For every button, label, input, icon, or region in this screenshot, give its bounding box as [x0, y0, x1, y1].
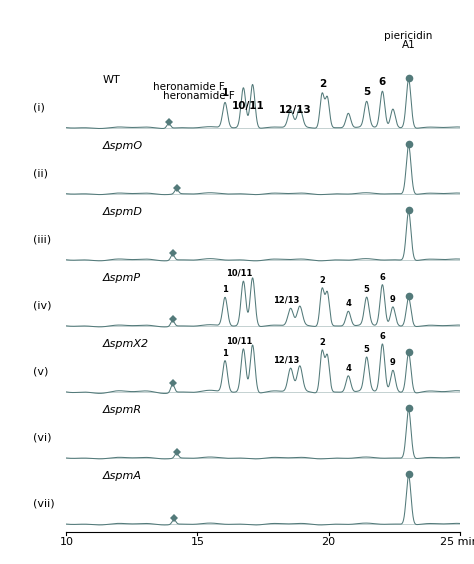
Text: WT: WT [103, 75, 121, 85]
Text: (v): (v) [33, 367, 48, 377]
Text: A1: A1 [402, 40, 416, 50]
Text: 6: 6 [380, 273, 385, 282]
Text: ΔspmX2: ΔspmX2 [103, 339, 149, 349]
Text: 10/11: 10/11 [226, 336, 253, 345]
Text: ΔspmD: ΔspmD [103, 207, 143, 217]
Text: (iv): (iv) [33, 301, 51, 311]
Text: 6: 6 [379, 77, 386, 87]
Text: (i): (i) [33, 102, 45, 112]
Text: (vi): (vi) [33, 433, 51, 443]
Text: 12/13: 12/13 [279, 105, 311, 116]
Text: heronamide F: heronamide F [164, 91, 235, 102]
Text: 4: 4 [346, 299, 351, 309]
Text: 1: 1 [222, 349, 228, 358]
Text: (iii): (iii) [33, 235, 51, 244]
Text: ΔspmA: ΔspmA [103, 472, 142, 481]
Text: 9: 9 [390, 295, 396, 304]
Text: heronamide F: heronamide F [153, 82, 225, 92]
Text: 2: 2 [319, 338, 325, 347]
Text: piericidin: piericidin [384, 31, 433, 41]
Text: 5: 5 [364, 285, 370, 294]
Text: 2: 2 [319, 276, 325, 285]
Text: 2: 2 [319, 79, 327, 89]
Text: (vii): (vii) [33, 499, 55, 509]
Text: ΔspmO: ΔspmO [103, 141, 143, 151]
Text: 1: 1 [222, 285, 228, 294]
Text: 10: 10 [59, 537, 73, 547]
Text: 5: 5 [364, 345, 370, 354]
Text: 10/11: 10/11 [231, 102, 264, 111]
Text: 12/13: 12/13 [273, 296, 300, 305]
Text: 4: 4 [346, 364, 351, 373]
Text: ΔspmR: ΔspmR [103, 405, 142, 415]
Text: 6: 6 [380, 332, 385, 341]
Text: 5: 5 [363, 87, 370, 97]
Text: 9: 9 [390, 358, 396, 367]
Text: 20: 20 [321, 537, 336, 547]
Text: 15: 15 [191, 537, 204, 547]
Text: (ii): (ii) [33, 169, 48, 178]
Text: 25 min: 25 min [440, 537, 474, 547]
Text: 1: 1 [221, 89, 228, 98]
Text: ΔspmP: ΔspmP [103, 273, 141, 283]
Text: 12/13: 12/13 [273, 355, 300, 364]
Text: 10/11: 10/11 [226, 268, 253, 277]
